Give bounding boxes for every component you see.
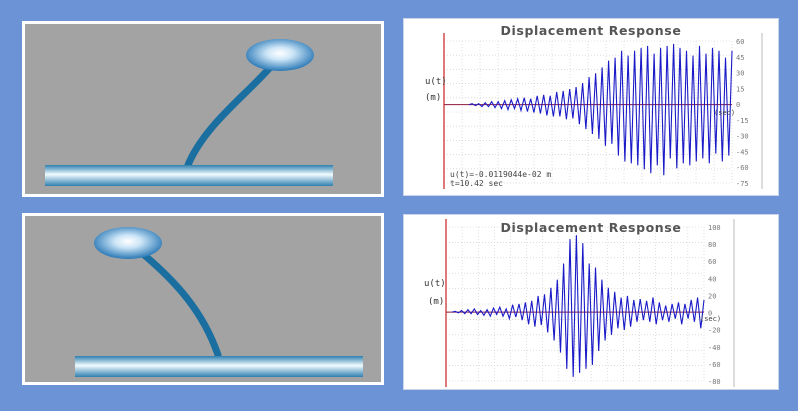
y-tick-label: -30 [736, 133, 749, 141]
chart-title: Displacement Response [500, 220, 682, 235]
y-tick-label: 60 [708, 258, 716, 266]
column [184, 60, 277, 169]
y-axis-label: u(t) [424, 279, 446, 289]
y-tick-label: 80 [708, 241, 716, 249]
chart-plot-area: 60 45 30 15 0 -15 -30 -45 -60 -75 [443, 33, 763, 189]
structure-animation-bottom [22, 213, 384, 385]
time-unit-label: (sec) [714, 109, 736, 117]
y-tick-label: 15 [736, 85, 744, 93]
y-tick-label: -20 [708, 327, 721, 335]
y-tick-label: 20 [708, 292, 716, 300]
y-axis-label: u(t) [425, 77, 447, 87]
y-tick-label: 45 [736, 54, 744, 62]
chart-title: Displacement Response [500, 23, 682, 38]
y-tick-label: 60 [736, 38, 744, 46]
column [139, 250, 222, 359]
y-tick-label: 0 [708, 310, 712, 318]
y-tick-label: 30 [736, 70, 744, 78]
y-axis-unit: (m) [428, 297, 445, 307]
y-tick-label: -15 [736, 117, 749, 125]
structure-drawing [45, 39, 333, 186]
ground-slab [45, 165, 333, 186]
y-tick-label: 0 [736, 101, 740, 109]
displacement-chart-bottom: 100 80 60 40 20 0 -20 -40 -60 -80 Displacement Re… [403, 214, 779, 390]
y-tick-label: 40 [708, 275, 716, 283]
y-tick-label: -45 [736, 148, 749, 156]
mass [94, 227, 162, 259]
y-tick-label: -75 [736, 180, 749, 188]
displacement-chart-top: 60 45 30 15 0 -15 -30 -45 -60 -75 Displacement Re… [403, 18, 779, 196]
structure-animation-top [22, 21, 384, 197]
y-tick-label: -40 [708, 344, 721, 352]
response-series-line [468, 43, 733, 176]
mass [246, 39, 314, 71]
response-series-line [451, 235, 705, 377]
y-tick-label: 100 [708, 224, 721, 232]
y-tick-label: -60 [736, 164, 749, 172]
time-unit-label: (sec) [700, 315, 722, 323]
y-axis-unit: (m) [425, 93, 442, 103]
chart-plot-area: 100 80 60 40 20 0 -20 -40 -60 -80 [445, 219, 735, 387]
ground-slab [75, 356, 363, 377]
y-tick-label: -60 [708, 361, 721, 369]
y-tick-label: -80 [708, 378, 721, 386]
structure-drawing [75, 227, 363, 377]
time-readout: t=10.42 sec [450, 179, 503, 188]
displacement-readout: u(t)=-0.0119044e-02 m [450, 170, 552, 179]
